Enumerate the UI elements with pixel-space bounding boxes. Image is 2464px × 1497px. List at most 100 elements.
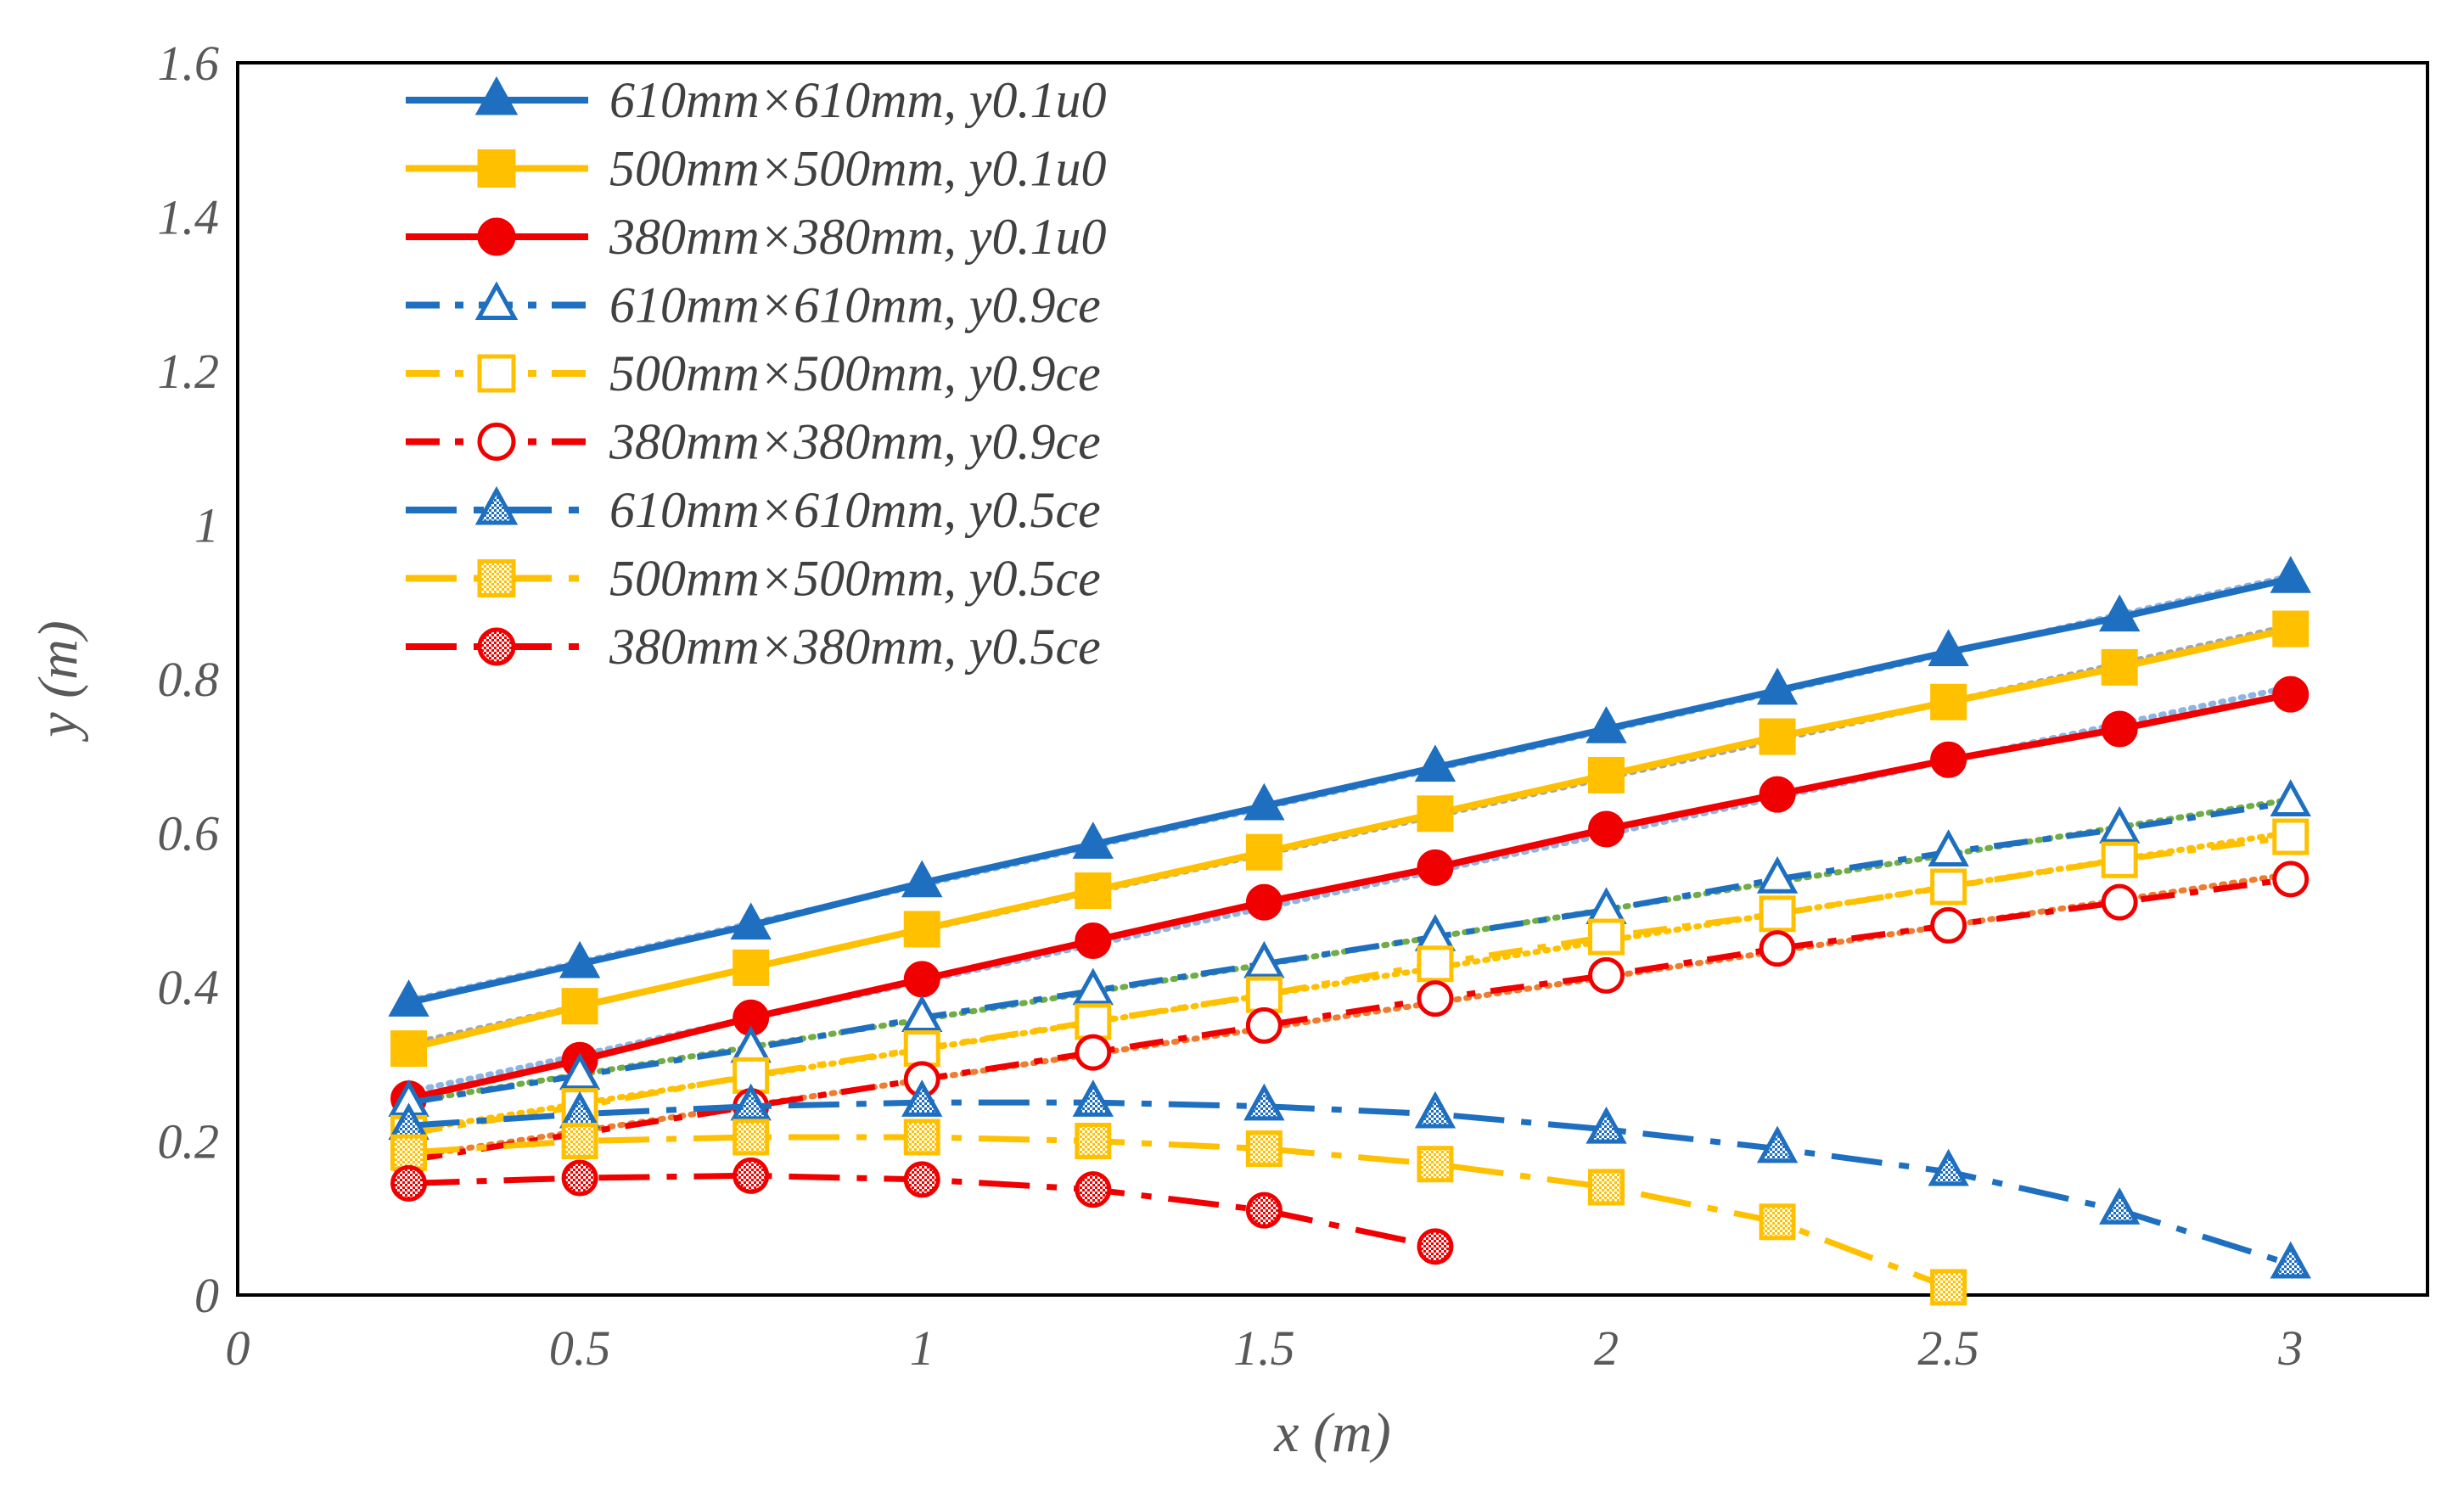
legend-swatch-marker: [474, 485, 519, 525]
series-line: [408, 876, 2292, 1163]
data-point: [903, 1030, 940, 1068]
data-point: [901, 995, 943, 1033]
series-line: [408, 799, 2292, 1106]
legend-entry: 610mm×610mm, y0.9ce: [406, 278, 1101, 334]
legend-label: 380mm×380mm, y0.1u0: [609, 209, 1106, 265]
legend-label: 610mm×610mm, y0.9ce: [609, 278, 1101, 334]
data-point: [732, 1119, 770, 1156]
data-point: [1075, 872, 1112, 910]
data-point: [1075, 1003, 1112, 1040]
data-point: [1072, 1079, 1114, 1117]
data-point: [2098, 805, 2141, 844]
legend-swatch-marker: [474, 76, 519, 115]
data-point: [1414, 1091, 1457, 1129]
data-point: [730, 902, 772, 940]
data-point: [1417, 1146, 1454, 1183]
y-tick-label: 0.8: [158, 652, 220, 707]
data-point: [903, 911, 940, 948]
data-point: [732, 1157, 770, 1194]
series-line: [407, 625, 2292, 1052]
data-point: [1928, 629, 1969, 666]
legend-entry: 380mm×380mm, y0.1u0: [406, 209, 1106, 265]
data-point: [2270, 779, 2311, 816]
legend-swatch-marker: [477, 217, 516, 256]
y-tick-label: 0.6: [158, 806, 220, 861]
x-tick-label: 0.5: [549, 1320, 611, 1376]
legend-swatch-marker: [477, 627, 516, 666]
data-point: [732, 949, 770, 986]
data-point: [1417, 849, 1454, 886]
data-point: [2272, 676, 2310, 713]
data-point: [1756, 667, 1799, 705]
y-axis-label: y (m): [27, 620, 89, 742]
data-point: [1417, 795, 1454, 833]
data-point: [1586, 1106, 1627, 1144]
data-point: [1075, 1171, 1112, 1208]
data-point: [561, 1123, 598, 1159]
data-point: [2272, 818, 2310, 855]
y-tick-label: 1.2: [158, 344, 220, 399]
data-point: [1072, 967, 1114, 1006]
data-point: [1075, 922, 1112, 960]
data-point: [1245, 1130, 1283, 1168]
data-point: [1245, 1006, 1283, 1044]
data-point: [1586, 705, 1627, 743]
data-point: [903, 1161, 940, 1198]
x-tick-label: 2: [1594, 1320, 1619, 1376]
series-group: [388, 556, 2311, 1306]
data-point: [2272, 861, 2310, 898]
data-point: [1930, 906, 1967, 944]
data-point: [1756, 855, 1799, 894]
data-point: [2270, 556, 2311, 593]
data-point: [1245, 883, 1283, 921]
data-point: [1759, 1203, 1796, 1241]
series-line: [408, 1099, 2292, 1268]
legend-label: 500mm×500mm, y0.1u0: [609, 141, 1106, 197]
x-tick-label: 1.5: [1233, 1320, 1295, 1376]
data-point: [2101, 841, 2138, 878]
legend: 610mm×610mm, y0.1u0 500mm×500mm, y0.1u0 38…: [406, 72, 1106, 675]
data-point: [2098, 1187, 2141, 1225]
data-point: [1417, 980, 1454, 1018]
data-point: [1756, 1125, 1799, 1163]
data-point: [901, 1079, 943, 1117]
data-point: [1759, 930, 1796, 967]
data-point: [1072, 821, 1114, 859]
data-point: [2101, 883, 2138, 921]
data-point: [390, 1134, 428, 1171]
data-point: [390, 1030, 428, 1068]
series-line: [408, 1134, 1950, 1291]
legend-swatch-marker: [477, 423, 516, 461]
y-tick-label: 0: [194, 1268, 219, 1323]
y-tick-label: 1.6: [158, 36, 220, 91]
legend-label: 500mm×500mm, y0.5ce: [609, 551, 1101, 607]
data-point: [901, 860, 943, 898]
y-tick-labels: 0 0.2 0.4 0.6 0.8 1 1.2 1.4 1.6: [158, 36, 220, 1323]
x-tick-label: 1: [910, 1320, 935, 1376]
data-point: [1245, 1191, 1283, 1229]
series-line: [408, 833, 2292, 1136]
legend-entry: 610mm×610mm, y0.5ce: [406, 482, 1101, 538]
data-point: [1928, 1148, 1969, 1186]
data-point: [1930, 868, 1967, 905]
data-point: [2272, 610, 2310, 648]
data-point: [1588, 956, 1625, 994]
legend-label: 380mm×380mm, y0.5ce: [609, 619, 1101, 675]
data-point: [2098, 594, 2141, 632]
x-axis-label: x (m): [1273, 1402, 1390, 1464]
data-point: [1075, 1123, 1112, 1159]
series-500mm-500mm-y0-1u0: [390, 610, 2310, 1068]
data-point: [1759, 895, 1796, 933]
data-point: [1928, 829, 1969, 866]
legend-swatch-marker: [474, 281, 519, 320]
data-point: [1759, 718, 1796, 755]
data-point: [1417, 945, 1454, 983]
series-line: [407, 575, 2292, 1006]
data-point: [1243, 1083, 1285, 1121]
x-tick-label: 3: [2277, 1320, 2303, 1376]
legend-entry: 500mm×500mm, y0.5ce: [406, 551, 1101, 607]
legend-entry: 380mm×380mm, y0.9ce: [406, 414, 1101, 470]
x-tick-labels: 0 0.5 1 1.5 2 2.5 3: [226, 1320, 2304, 1376]
data-point: [388, 979, 429, 1017]
